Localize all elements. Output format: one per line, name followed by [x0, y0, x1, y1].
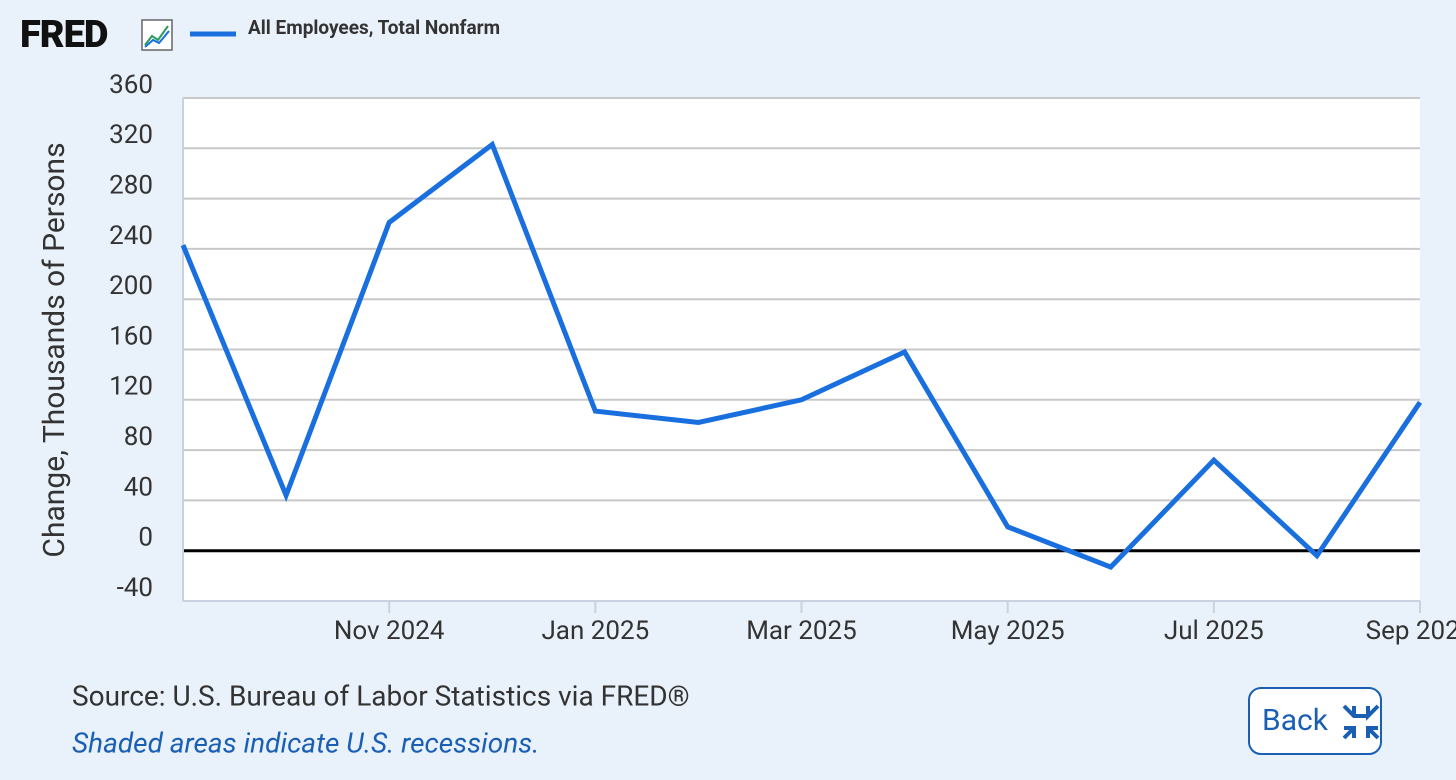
y-tick-label: 120 — [109, 372, 153, 402]
y-tick-label: 40 — [124, 472, 153, 502]
collapse-icon — [1342, 704, 1380, 740]
y-tick-label: 200 — [109, 271, 153, 301]
x-tick-label: Mar 2025 — [746, 616, 857, 646]
y-tick-label: 80 — [124, 422, 153, 452]
back-label[interactable]: Back — [1262, 703, 1329, 738]
y-axis-label: Change, Thousands of Persons — [37, 142, 72, 557]
logo-icon — [141, 19, 173, 51]
y-tick-label: -40 — [117, 573, 153, 603]
y-tick-label: 240 — [109, 221, 153, 251]
y-tick-label: 360 — [109, 70, 153, 100]
x-tick-label: Jan 2025 — [541, 616, 649, 646]
y-tick-label: 160 — [109, 321, 153, 351]
series-line — [180, 140, 1423, 570]
source: Source: U.S. Bureau of Labor Statistics … — [72, 679, 690, 712]
logo: FRED — [20, 13, 108, 57]
x-tick-label: Sep 2025 — [1366, 616, 1456, 646]
x-tick-label: Nov 2024 — [334, 616, 445, 646]
legend-label: All Employees, Total Nonfarm — [248, 16, 500, 39]
y-tick-label: 0 — [138, 523, 153, 553]
y-tick-label: 320 — [109, 120, 153, 150]
back-button[interactable]: Back — [1248, 687, 1382, 755]
x-tick-label: May 2025 — [951, 616, 1065, 646]
y-tick-label: 280 — [109, 170, 153, 200]
x-tick-label: Jul 2025 — [1164, 616, 1264, 646]
note: Shaded areas indicate U.S. recessions. — [72, 726, 539, 759]
